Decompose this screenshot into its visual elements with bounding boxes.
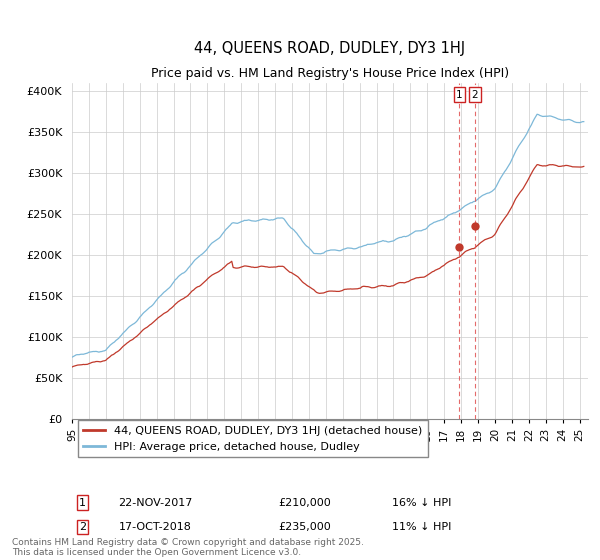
Text: 16% ↓ HPI: 16% ↓ HPI [392,498,451,508]
Text: £210,000: £210,000 [278,498,331,508]
Text: 22-NOV-2017: 22-NOV-2017 [118,498,193,508]
Legend: 44, QUEENS ROAD, DUDLEY, DY3 1HJ (detached house), HPI: Average price, detached : 44, QUEENS ROAD, DUDLEY, DY3 1HJ (detach… [77,421,428,457]
Text: 1: 1 [79,498,86,508]
Text: 2: 2 [79,522,86,532]
Text: 11% ↓ HPI: 11% ↓ HPI [392,522,451,532]
Text: £235,000: £235,000 [278,522,331,532]
Text: 2: 2 [472,90,478,100]
Text: Price paid vs. HM Land Registry's House Price Index (HPI): Price paid vs. HM Land Registry's House … [151,67,509,81]
Text: 17-OCT-2018: 17-OCT-2018 [118,522,191,532]
Text: 1: 1 [456,90,463,100]
Text: 44, QUEENS ROAD, DUDLEY, DY3 1HJ: 44, QUEENS ROAD, DUDLEY, DY3 1HJ [194,41,466,57]
Text: Contains HM Land Registry data © Crown copyright and database right 2025.
This d: Contains HM Land Registry data © Crown c… [12,538,364,557]
